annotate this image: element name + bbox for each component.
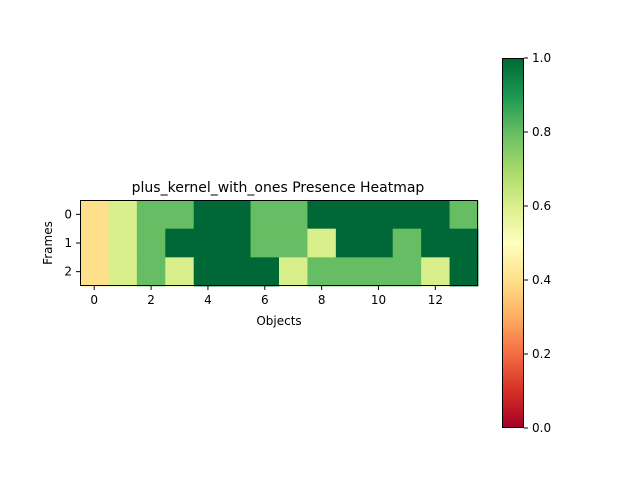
x-tick-label: 4 [204, 293, 212, 307]
heatmap-cell [421, 200, 450, 230]
x-tick-label: 8 [318, 293, 326, 307]
colorbar-tick-label: 1.0 [532, 51, 551, 65]
heatmap-cell [307, 200, 337, 230]
y-axis-label: Frames [41, 221, 55, 265]
colorbar-ticks: 0.0 0.2 0.4 0.6 0.8 1.0 [524, 51, 551, 435]
x-axis-ticks: 0 2 4 6 8 10 12 [90, 286, 443, 307]
colorbar [502, 58, 524, 428]
heatmap-cell [307, 228, 337, 258]
x-tick-label: 12 [428, 293, 443, 307]
heatmap-cell [222, 228, 251, 258]
colorbar-tick-label: 0.6 [532, 199, 551, 213]
heatmap-cell [364, 228, 394, 258]
chart-title: plus_kernel_with_ones Presence Heatmap [132, 180, 425, 196]
heatmap-cell [136, 228, 166, 258]
heatmap-cell [335, 200, 365, 230]
y-tick-label: 0 [64, 207, 72, 221]
heatmap-cell [392, 257, 422, 287]
heatmap-cell [250, 228, 280, 258]
colorbar-tick-label: 0.0 [532, 421, 551, 435]
heatmap-cell [392, 200, 422, 230]
heatmap-cell [136, 200, 166, 230]
heatmap-cell [108, 257, 138, 287]
heatmap-cell [80, 228, 109, 258]
heatmap-cell [222, 200, 251, 230]
heatmap-cell [279, 228, 308, 258]
heatmap-cell [364, 257, 394, 287]
heatmap-cell [222, 257, 251, 287]
x-tick-label: 0 [90, 293, 98, 307]
heatmap-cell [421, 228, 450, 258]
y-axis-ticks: 0 1 2 [64, 207, 80, 279]
heatmap-cell [193, 228, 223, 258]
heatmap-cell [392, 228, 422, 258]
heatmap-cell [193, 257, 223, 287]
heatmap-cell [108, 228, 138, 258]
heatmap-cell [307, 257, 337, 287]
heatmap-cell [165, 257, 195, 287]
heatmap-cell [279, 257, 308, 287]
colorbar-tick-label: 0.8 [532, 125, 551, 139]
heatmap-cell [165, 228, 195, 258]
heatmap-cell [165, 200, 195, 230]
x-tick-label: 2 [147, 293, 155, 307]
heatmap-cell [80, 200, 109, 230]
x-tick-label: 10 [371, 293, 386, 307]
heatmap-cell [108, 200, 138, 230]
heatmap-cell [335, 257, 365, 287]
heatmap-cell [279, 200, 308, 230]
heatmap-cells [80, 200, 479, 287]
x-axis-label: Objects [256, 314, 301, 328]
heatmap-cell [193, 200, 223, 230]
x-tick-label: 6 [261, 293, 269, 307]
heatmap-frame [80, 200, 478, 286]
heatmap-cell [250, 257, 280, 287]
colorbar-tick-label: 0.4 [532, 273, 551, 287]
heatmap-cell [449, 228, 479, 258]
heatmap-cell [136, 257, 166, 287]
y-tick-label: 1 [64, 236, 72, 250]
colorbar-tick-label: 0.2 [532, 347, 551, 361]
heatmap-cell [250, 200, 280, 230]
y-tick-label: 2 [64, 265, 72, 279]
heatmap-cell [80, 257, 109, 287]
heatmap-cell [335, 228, 365, 258]
heatmap-cell [364, 200, 394, 230]
heatmap-cell [449, 200, 479, 230]
heatmap-cell [421, 257, 450, 287]
heatmap-cell [449, 257, 479, 287]
